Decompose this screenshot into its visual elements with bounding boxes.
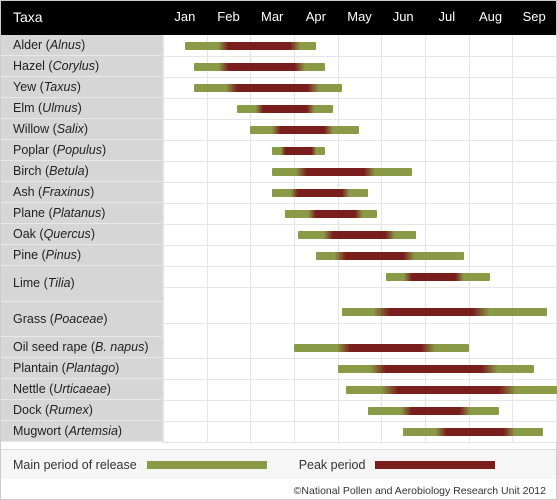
pollen-bar [272, 147, 324, 155]
pollen-bar [338, 365, 535, 373]
pollen-bar [403, 428, 543, 436]
chart-body: Alder (Alnus)Hazel (Corylus)Yew (Taxus)E… [1, 35, 556, 449]
months-header: JanFebMarAprMayJunJulAugSep [163, 1, 556, 35]
taxa-label: Nettle (Urticaeae) [1, 379, 162, 400]
taxa-label: Pine (Pinus) [1, 245, 162, 266]
pollen-bar [316, 252, 464, 260]
taxa-label: Oil seed rape (B. napus) [1, 337, 162, 358]
legend-main-label: Main period of release [13, 458, 137, 472]
pollen-bar [194, 84, 342, 92]
month-label: Jan [163, 1, 207, 35]
taxa-label: Alder (Alnus) [1, 35, 162, 56]
taxa-label: Birch (Betula) [1, 161, 162, 182]
taxa-label: Ash (Fraxinus) [1, 182, 162, 203]
legend-main-swatch [147, 461, 267, 469]
pollen-bar [237, 105, 333, 113]
taxa-label: Lime (Tilia) [1, 266, 162, 302]
taxa-label: Plane (Platanus) [1, 203, 162, 224]
month-label: May [338, 1, 382, 35]
month-label: Feb [207, 1, 251, 35]
month-label: Mar [250, 1, 294, 35]
pollen-bar [294, 344, 469, 352]
month-label: Sep [512, 1, 556, 35]
pollen-bar [185, 42, 316, 50]
taxa-label: Yew (Taxus) [1, 77, 162, 98]
taxa-label: Hazel (Corylus) [1, 56, 162, 77]
pollen-bar [342, 308, 547, 316]
credit-text: ©National Pollen and Aerobiology Researc… [294, 485, 546, 497]
pollen-bar [298, 231, 416, 239]
pollen-bar [250, 126, 359, 134]
pollen-bar [346, 386, 557, 394]
pollen-bar [386, 273, 491, 281]
taxa-label: Mugwort (Artemsia) [1, 421, 162, 442]
taxa-label: Willow (Salix) [1, 119, 162, 140]
legend-peak-swatch [375, 461, 495, 469]
month-label: Apr [294, 1, 338, 35]
taxa-label: Dock (Rumex) [1, 400, 162, 421]
taxa-label: Plantain (Plantago) [1, 358, 162, 379]
pollen-bar [194, 63, 325, 71]
pollen-bar [272, 189, 368, 197]
pollen-bar [368, 407, 499, 415]
month-label: Jun [381, 1, 425, 35]
taxa-label: Grass (Poaceae) [1, 302, 162, 338]
legend: Main period of release Peak period [1, 449, 556, 479]
header-row: Taxa JanFebMarAprMayJunJulAugSep [1, 1, 556, 35]
month-label: Aug [469, 1, 513, 35]
pollen-bar [285, 210, 377, 218]
pollen-calendar-chart: Taxa JanFebMarAprMayJunJulAugSep Alder (… [0, 0, 557, 500]
taxa-column-header: Taxa [1, 1, 163, 35]
taxa-label: Elm (Ulmus) [1, 98, 162, 119]
month-label: Jul [425, 1, 469, 35]
plot-area [163, 35, 556, 442]
legend-peak-label: Peak period [299, 458, 366, 472]
pollen-bar [272, 168, 412, 176]
taxa-column: Alder (Alnus)Hazel (Corylus)Yew (Taxus)E… [1, 35, 163, 442]
taxa-label: Oak (Quercus) [1, 224, 162, 245]
taxa-label: Poplar (Populus) [1, 140, 162, 161]
